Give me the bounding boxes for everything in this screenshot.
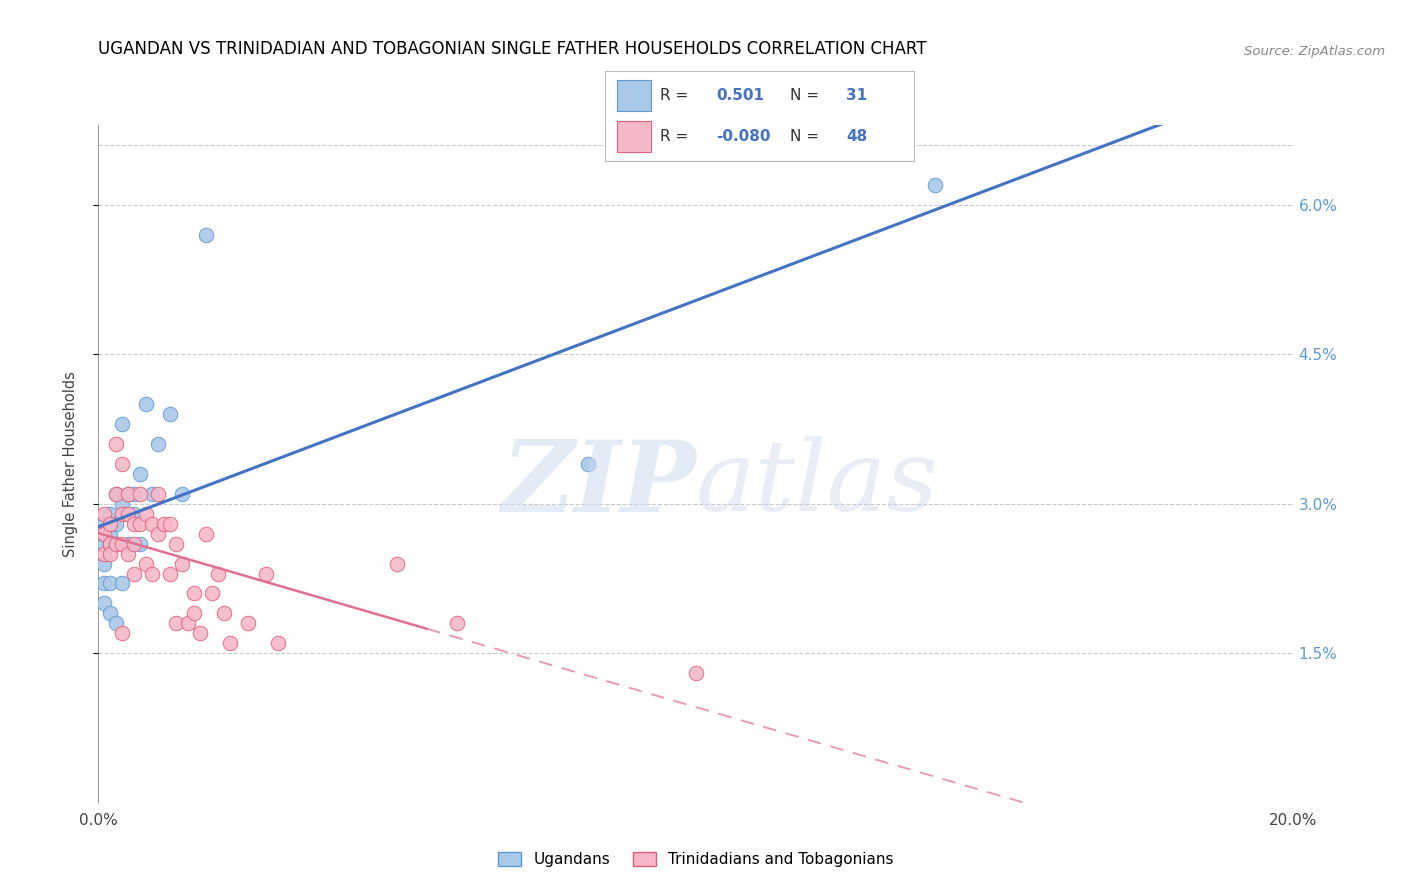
Point [100,516,122,531]
Point [93,596,115,610]
Point [924,178,946,192]
Point [129,516,152,531]
Point [183,586,205,600]
Point [93,547,115,561]
Text: ZIP: ZIP [501,436,696,533]
Point [100,507,122,521]
Text: Source: ZipAtlas.com: Source: ZipAtlas.com [1244,45,1385,58]
Point [105,616,128,631]
Text: R =: R = [661,129,689,144]
Point [219,636,242,650]
Point [111,507,134,521]
Point [111,576,134,591]
Point [267,636,290,650]
Text: 31: 31 [846,88,868,103]
Point [100,536,122,550]
Text: N =: N = [790,129,820,144]
Point [201,586,224,600]
Text: atlas: atlas [696,436,939,532]
Point [129,536,152,550]
Text: R =: R = [661,88,689,103]
Point [385,557,409,571]
Point [148,487,170,501]
Text: -0.080: -0.080 [716,129,770,144]
Point [159,407,181,421]
Point [172,557,194,571]
Text: 0.501: 0.501 [716,88,763,103]
Point [578,457,600,471]
Point [93,507,115,521]
Point [254,566,277,581]
Point [195,227,218,242]
Point [135,507,157,521]
Point [236,616,259,631]
Point [124,487,146,501]
Point [446,616,468,631]
Point [93,516,115,531]
Point [111,417,134,431]
Point [111,536,134,550]
Y-axis label: Single Father Households: Single Father Households [63,371,77,557]
Point [105,487,128,501]
Text: UGANDAN VS TRINIDADIAN AND TOBAGONIAN SINGLE FATHER HOUSEHOLDS CORRELATION CHART: UGANDAN VS TRINIDADIAN AND TOBAGONIAN SI… [98,40,927,58]
Point [165,536,187,550]
Point [177,616,200,631]
Bar [617,121,651,152]
Point [212,607,235,621]
Point [172,487,194,501]
Point [159,566,181,581]
Point [117,507,139,521]
Text: N =: N = [790,88,820,103]
Point [105,487,128,501]
Point [117,547,139,561]
Point [111,457,134,471]
Point [105,536,128,550]
Point [685,666,707,681]
Point [188,626,211,640]
Point [124,566,146,581]
Legend: Ugandans, Trinidadians and Tobagonians: Ugandans, Trinidadians and Tobagonians [492,846,900,873]
Point [141,566,163,581]
Point [153,516,176,531]
Point [93,526,115,541]
Point [93,557,115,571]
Point [100,607,122,621]
Point [105,437,128,451]
Point [100,576,122,591]
Point [100,547,122,561]
Point [195,526,218,541]
Bar [617,80,651,111]
Point [141,516,163,531]
Point [124,516,146,531]
Point [124,536,146,550]
Point [111,626,134,640]
Point [148,437,170,451]
Point [135,397,157,411]
Point [129,487,152,501]
Text: 48: 48 [846,129,868,144]
Point [100,536,122,550]
Point [93,536,115,550]
Point [148,526,170,541]
Point [207,566,229,581]
Point [100,526,122,541]
Point [93,576,115,591]
Point [117,536,139,550]
Point [105,536,128,550]
Point [111,497,134,511]
Point [117,487,139,501]
Point [117,487,139,501]
Point [141,487,163,501]
Point [159,516,181,531]
Point [183,607,205,621]
Point [105,516,128,531]
Point [135,557,157,571]
Point [165,616,187,631]
Point [124,507,146,521]
Point [129,467,152,481]
